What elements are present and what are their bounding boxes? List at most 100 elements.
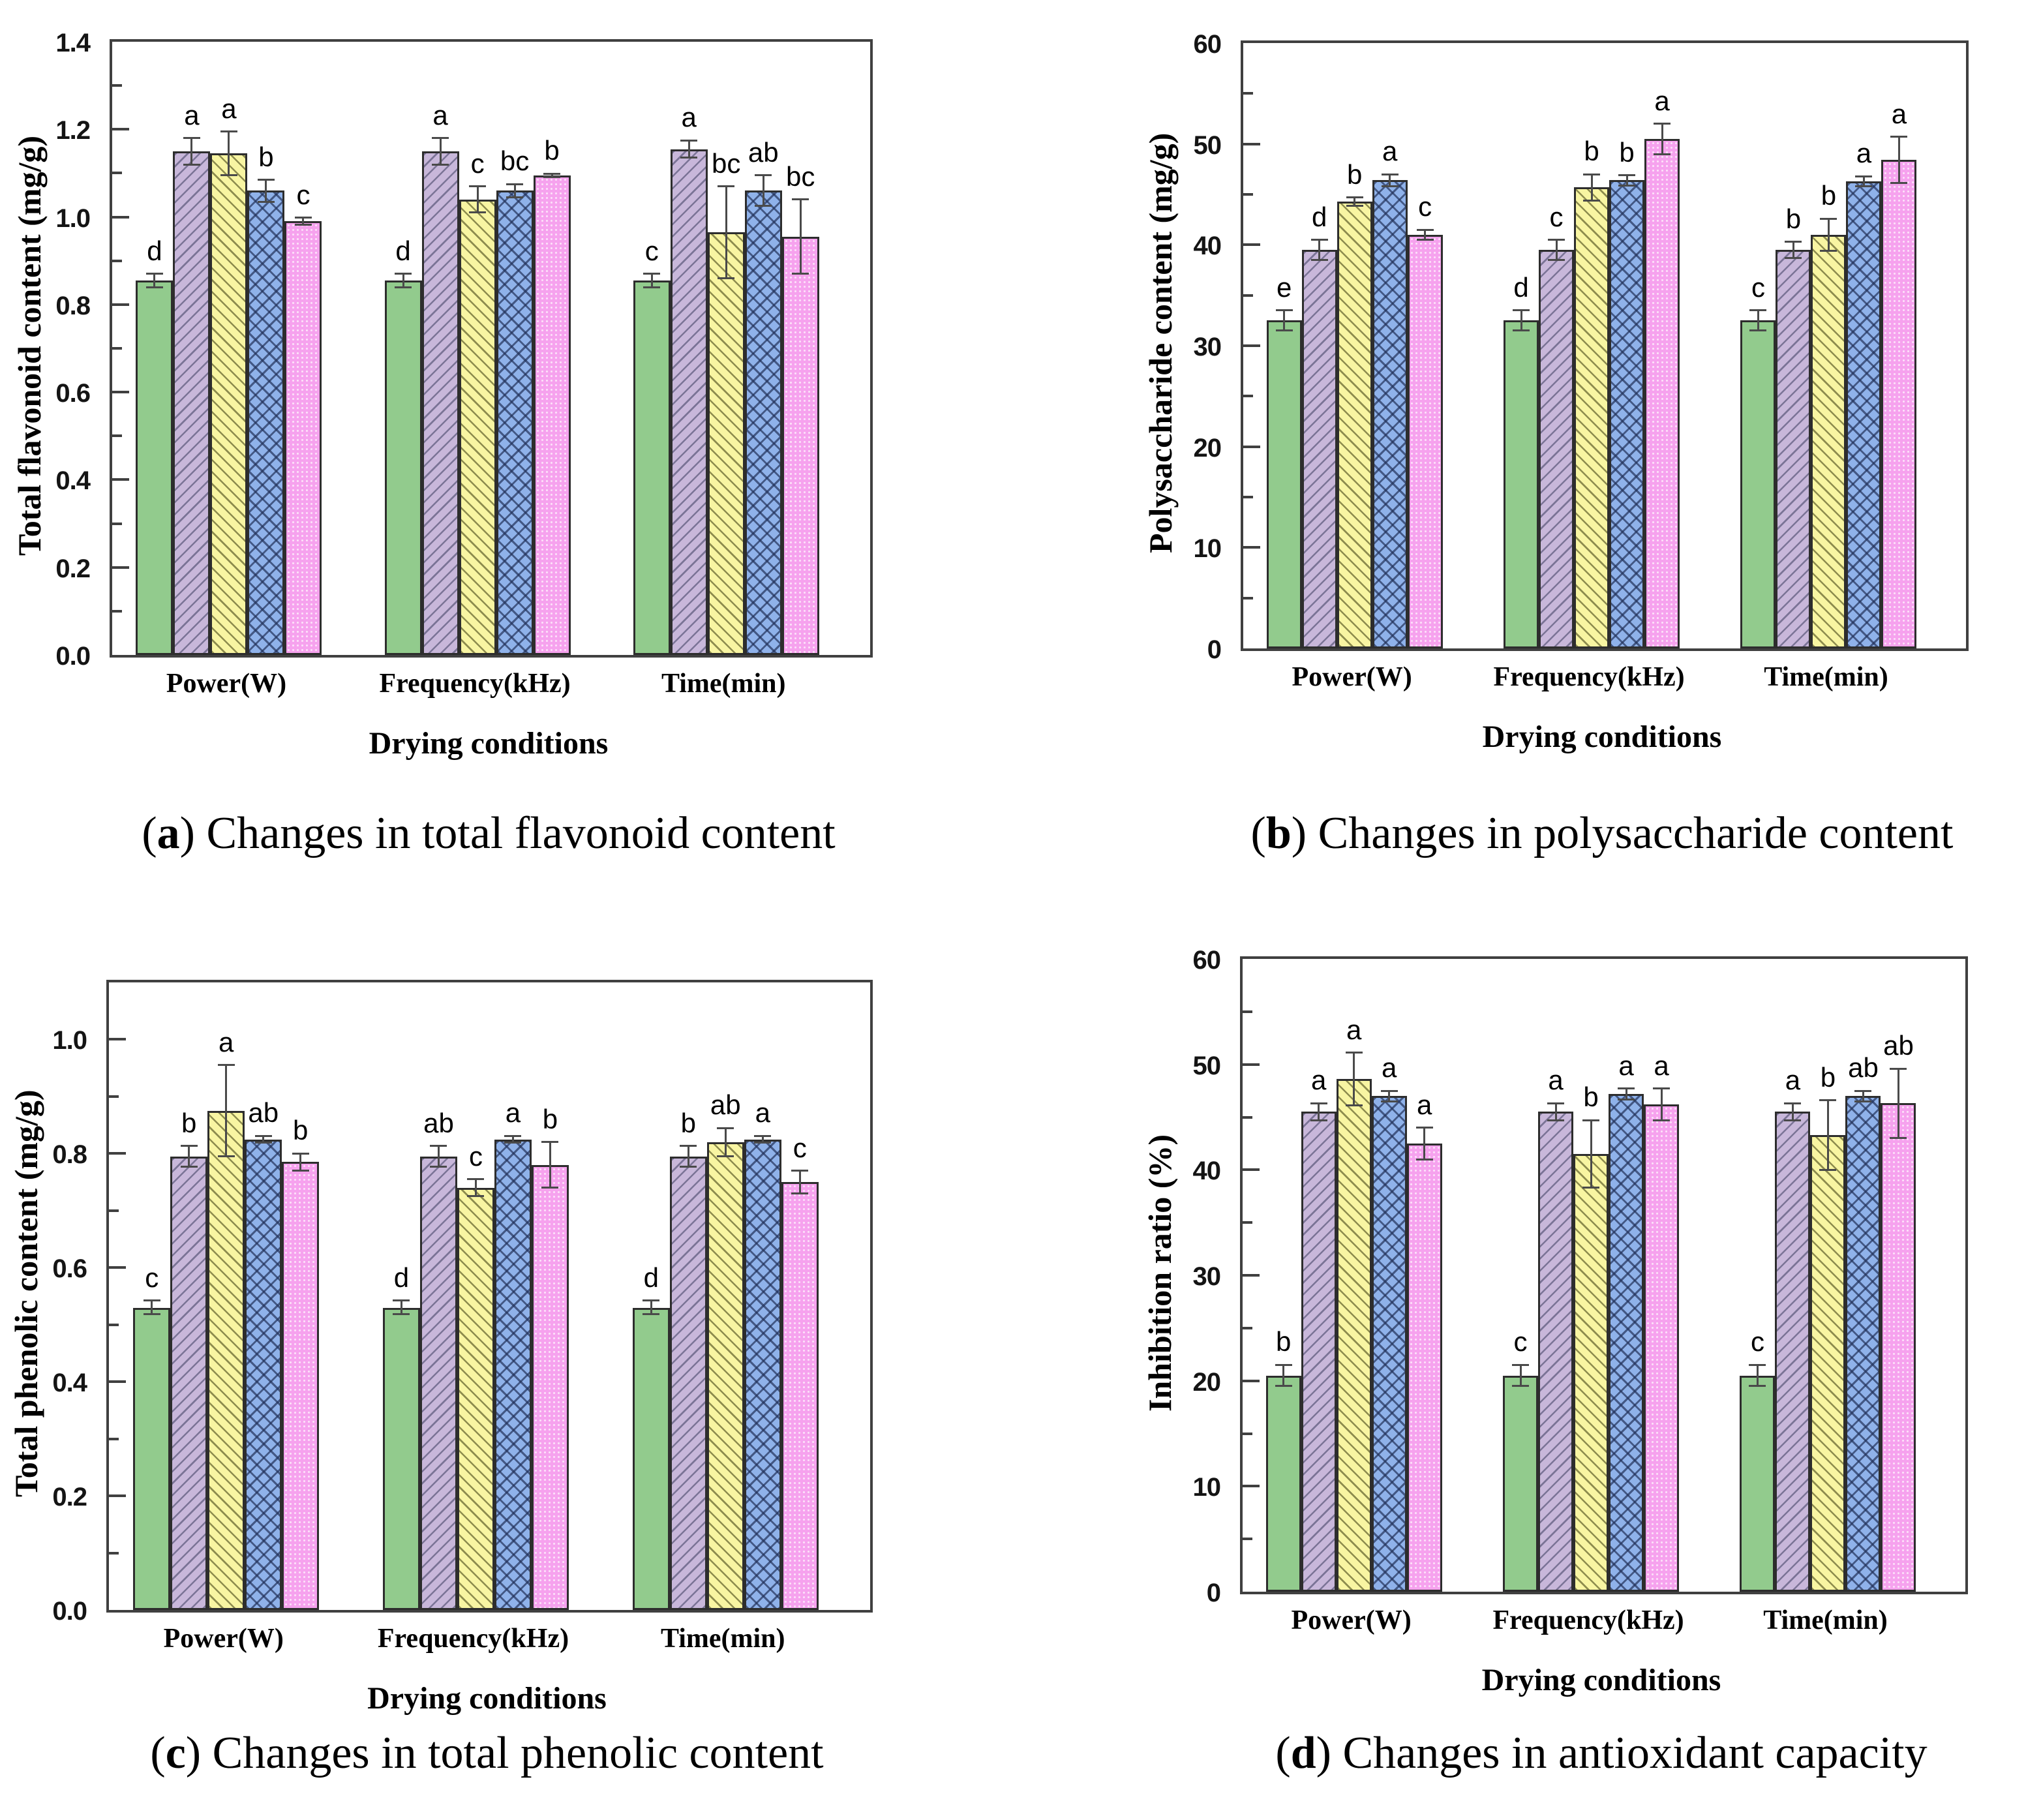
error-bar bbox=[153, 273, 156, 287]
error-bar-cap bbox=[1415, 1158, 1433, 1160]
significance-letter: d bbox=[147, 235, 162, 266]
error-bar-cap bbox=[180, 1165, 198, 1168]
error-bar bbox=[1555, 239, 1558, 260]
error-bar bbox=[151, 1300, 153, 1314]
caption-b: (b) Changes in polysaccharide content bbox=[1250, 808, 1954, 858]
error-bar bbox=[725, 186, 727, 279]
error-bar bbox=[798, 1170, 801, 1194]
significance-letter: d bbox=[1311, 201, 1327, 232]
caption-letter: c bbox=[165, 1728, 186, 1778]
error-bar-cap bbox=[754, 1134, 772, 1137]
error-bar bbox=[190, 138, 193, 164]
error-bar-cap bbox=[1512, 1385, 1530, 1388]
error-bar bbox=[439, 138, 442, 164]
error-bar-cap bbox=[1785, 256, 1802, 259]
y-tick-label: 0 bbox=[1207, 635, 1222, 664]
significance-letter: bc bbox=[786, 160, 815, 192]
x-category-label: Frequency(kHz) bbox=[379, 669, 571, 699]
significance-letter: a bbox=[755, 1097, 770, 1129]
y-major-tick bbox=[1243, 546, 1260, 549]
y-tick-label: 60 bbox=[1192, 946, 1222, 975]
x-category-label: Frequency(kHz) bbox=[377, 1624, 569, 1654]
y-minor-tick bbox=[1243, 1010, 1252, 1013]
y-major-tick bbox=[1243, 445, 1260, 448]
x-axis-title-a: Drying conditions bbox=[369, 726, 609, 761]
x-category-label: Time(min) bbox=[661, 669, 786, 699]
bar-purple-diagonal bbox=[1301, 250, 1337, 648]
significance-letter: c bbox=[468, 1140, 483, 1172]
error-bar-cap bbox=[543, 175, 561, 178]
error-bar bbox=[1757, 310, 1759, 331]
y-tick-label: 30 bbox=[1193, 333, 1222, 361]
y-minor-tick bbox=[112, 172, 122, 175]
error-bar bbox=[761, 1136, 764, 1143]
bar-yellow-diagonal bbox=[1336, 1079, 1372, 1592]
error-bar bbox=[225, 1065, 228, 1157]
significance-letter: c bbox=[296, 179, 310, 210]
error-bar-cap bbox=[432, 163, 449, 166]
bar-purple-diagonal bbox=[1775, 1112, 1811, 1592]
error-bar-cap bbox=[294, 217, 312, 219]
error-bar bbox=[262, 1136, 265, 1143]
error-bar-cap bbox=[1310, 1119, 1327, 1121]
error-bar bbox=[1423, 1127, 1426, 1160]
error-bar-cap bbox=[1854, 1089, 1872, 1092]
error-bar bbox=[1520, 310, 1522, 331]
x-category-label: Time(min) bbox=[660, 1624, 785, 1654]
bar-purple-diagonal bbox=[419, 1156, 457, 1610]
bar-green-solid bbox=[382, 1307, 420, 1610]
bar-pink-dotted bbox=[282, 1162, 320, 1610]
error-bar-cap bbox=[469, 211, 487, 214]
significance-letter: b bbox=[1584, 136, 1599, 167]
significance-letter: ab bbox=[423, 1107, 454, 1138]
significance-letter: c bbox=[1750, 1326, 1764, 1357]
bar-green-solid bbox=[384, 280, 422, 655]
significance-letter: ab bbox=[748, 136, 779, 168]
bar-pink-dotted bbox=[1644, 138, 1680, 648]
x-category-label: Frequency(kHz) bbox=[1493, 662, 1685, 692]
significance-letter: b bbox=[544, 135, 560, 166]
error-bar-cap bbox=[217, 1155, 235, 1158]
significance-letter: d bbox=[643, 1262, 659, 1293]
y-minor-tick bbox=[112, 259, 122, 262]
y-minor-tick bbox=[109, 1551, 119, 1555]
y-minor-tick bbox=[1243, 395, 1253, 398]
y-minor-tick bbox=[1243, 1115, 1252, 1119]
bar-blue-crosshatch bbox=[744, 190, 782, 655]
error-bar-cap bbox=[1381, 173, 1399, 175]
bar-green-solid bbox=[1503, 1375, 1539, 1592]
y-minor-tick bbox=[112, 609, 122, 613]
error-bar-cap bbox=[1415, 1127, 1433, 1129]
error-bar-cap bbox=[183, 137, 200, 140]
x-category-label: Power(W) bbox=[1292, 662, 1412, 692]
error-bar-cap bbox=[395, 273, 412, 275]
error-bar-cap bbox=[1819, 1168, 1837, 1171]
error-bar bbox=[1826, 1100, 1829, 1170]
error-bar-cap bbox=[294, 224, 312, 226]
significance-letter: a bbox=[1618, 1050, 1634, 1081]
bar-yellow-diagonal bbox=[1811, 234, 1847, 648]
significance-letter: a bbox=[1654, 1050, 1669, 1081]
y-tick-label: 10 bbox=[1192, 1473, 1222, 1502]
caption-letter: a bbox=[157, 808, 180, 858]
error-bar bbox=[549, 1142, 551, 1188]
bar-purple-diagonal bbox=[1301, 1112, 1337, 1592]
error-bar bbox=[650, 1300, 652, 1314]
y-minor-tick bbox=[109, 1095, 119, 1098]
error-bar bbox=[1756, 1365, 1759, 1386]
y-major-tick bbox=[1243, 1379, 1260, 1382]
error-bar-cap bbox=[1310, 259, 1328, 262]
error-bar bbox=[302, 217, 305, 225]
y-major-tick bbox=[109, 1266, 126, 1269]
error-bar bbox=[299, 1153, 302, 1171]
error-bar bbox=[513, 184, 516, 198]
error-bar bbox=[474, 1179, 477, 1196]
significance-letter: a bbox=[1310, 1065, 1327, 1096]
error-bar-cap bbox=[541, 1187, 559, 1189]
plot-area-a: 0.0 0.2 0.4 0.6 0.8 1.0 1.2 1.4 d d c a a a a c bc b bc ab c… bbox=[55, 30, 873, 669]
y-tick-label: 0.2 bbox=[55, 554, 91, 583]
error-bar bbox=[1388, 1091, 1391, 1102]
y-major-tick bbox=[109, 1152, 126, 1155]
error-bar-cap bbox=[1548, 259, 1565, 262]
y-minor-tick bbox=[1243, 1538, 1252, 1541]
